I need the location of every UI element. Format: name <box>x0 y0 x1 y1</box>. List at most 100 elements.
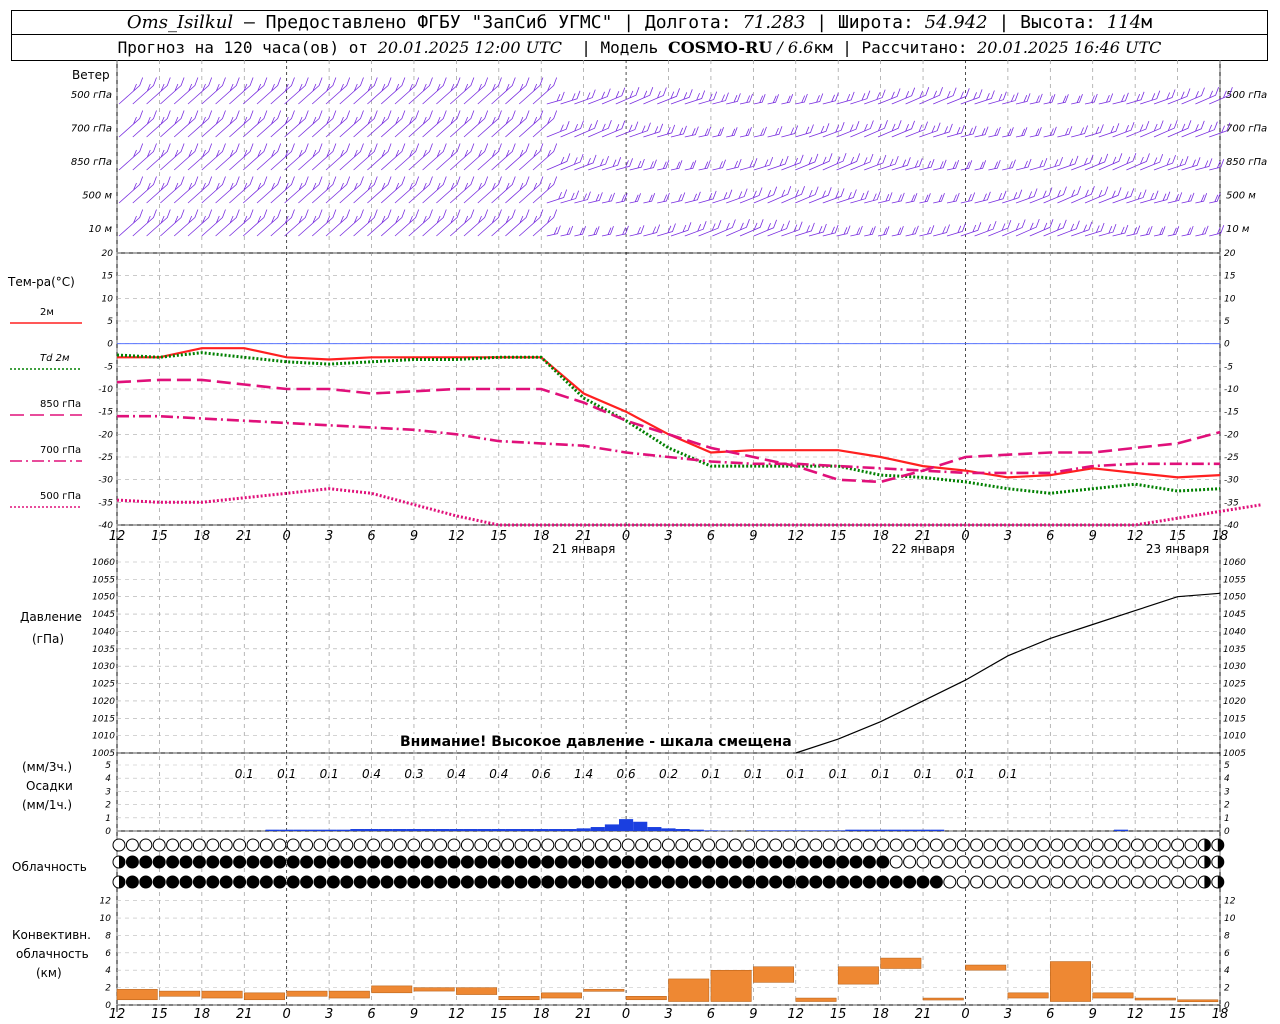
date-label: 22 января <box>891 542 954 556</box>
conv-bar <box>965 964 1007 971</box>
conv-bar <box>498 996 540 1001</box>
cloud-symbol-mid <box>501 855 515 869</box>
wind-barb <box>160 143 185 171</box>
cloud-symbol-low <box>661 875 675 889</box>
wind-barb <box>463 77 489 105</box>
wind-barb <box>1002 159 1016 171</box>
precip-tick-right: 1 <box>1224 814 1230 824</box>
station-header: Oms_Isilkul – Предоставлено ФГБУ "ЗапСиб… <box>11 10 1268 35</box>
time-tick: 21 <box>915 529 932 544</box>
cloud-symbol-mid <box>460 855 474 869</box>
wind-barb <box>726 127 738 138</box>
time-tick: 6 <box>1046 529 1054 544</box>
cloud-symbol-low <box>929 875 943 889</box>
wind-barb <box>298 110 323 138</box>
cloud-symbol-mid <box>259 855 273 869</box>
pressure-tick-left: 1015 <box>92 714 115 724</box>
precip-bar <box>265 829 280 831</box>
wind-barb <box>408 77 433 105</box>
wind-barb <box>657 88 680 105</box>
cloud-symbol-low <box>715 875 729 889</box>
cloud-symbol-high <box>688 838 702 852</box>
cloud-symbol-mid <box>420 855 434 869</box>
wind-barb <box>1153 191 1171 204</box>
wind-barb <box>477 110 502 138</box>
wind-barb <box>367 77 392 105</box>
series-line-2 <box>116 378 1221 484</box>
time-tick: 18 <box>1212 529 1229 544</box>
wind-barb <box>1015 158 1032 171</box>
time-tick-bottom: 15 <box>491 1007 508 1022</box>
wind-barb <box>270 143 295 171</box>
wind-barb <box>394 209 420 237</box>
wind-level-left: 10 м <box>89 224 113 235</box>
conv-bar <box>1050 961 1091 1002</box>
conv-bar <box>371 985 413 994</box>
wind-barb <box>380 209 406 237</box>
wind-level-right: 500 м <box>1226 191 1256 202</box>
wind-barb <box>436 176 461 204</box>
cloud-symbol-high <box>594 838 608 852</box>
precip-3h-value: 0.1 <box>913 767 932 781</box>
precip-bar <box>915 829 931 831</box>
wind-barb <box>201 77 226 105</box>
wind-barb <box>850 153 874 171</box>
cloud-symbol-high <box>192 838 206 852</box>
cloud-symbol-half <box>1204 876 1211 888</box>
pressure-tick-left: 1060 <box>92 558 115 568</box>
precip-3h-value: 0.1 <box>786 767 805 781</box>
precip-bar <box>378 829 393 831</box>
cloud-symbol-mid <box>769 855 783 869</box>
wind-barb <box>891 226 904 237</box>
conv-bar <box>795 997 837 1002</box>
wind-barb <box>1084 93 1098 105</box>
wind-barb <box>905 225 919 237</box>
wind-barb <box>988 126 1001 138</box>
wind-barb <box>781 221 803 237</box>
wind-barb <box>187 209 213 237</box>
cloud-symbol-high <box>179 838 193 852</box>
precip-bar <box>1113 829 1129 831</box>
cloud-symbol-high <box>769 838 783 852</box>
wind-barb <box>1057 186 1081 204</box>
precip-bar <box>336 829 351 831</box>
precip-bar <box>562 829 577 831</box>
wind-barb <box>505 110 530 138</box>
wind-barb <box>739 93 753 105</box>
wind-barb <box>670 89 693 105</box>
series-line-1 <box>116 351 1221 495</box>
cloud-symbol-mid <box>1090 855 1104 869</box>
temp-tick-right: -5 <box>1224 362 1233 372</box>
conv-tick-right: 12 <box>1224 897 1236 907</box>
wind-barb <box>146 143 171 171</box>
wind-barb <box>311 143 337 171</box>
wind-barb <box>339 143 364 171</box>
wind-barb <box>256 209 282 237</box>
precip-bar <box>590 827 605 831</box>
cloud-symbol-mid <box>206 855 220 869</box>
wind-barb <box>146 176 171 204</box>
conv-bar <box>1134 997 1176 1001</box>
cloud-symbol-high <box>648 838 662 852</box>
temp-tick-right: -15 <box>1224 408 1239 418</box>
wind-barb <box>684 160 697 171</box>
conv-bar <box>116 989 158 1001</box>
wind-barb <box>781 186 805 204</box>
wind-barb <box>1057 94 1069 105</box>
wind-barb <box>753 156 774 171</box>
wind-barb <box>974 160 987 171</box>
wind-barb <box>1140 190 1159 204</box>
time-tick: 21 <box>575 529 592 544</box>
cloud-symbol-high <box>1090 838 1104 852</box>
wind-barb <box>353 110 378 138</box>
wind-barb <box>505 143 530 171</box>
wind-barb <box>422 176 447 204</box>
cloud-symbol-low <box>273 875 287 889</box>
wind-barb <box>781 94 794 105</box>
cloud-symbol-high <box>929 838 943 852</box>
cloud-symbol-high <box>661 838 675 852</box>
cloud-symbol-half <box>1217 856 1224 868</box>
cloud-symbol-low <box>139 875 153 889</box>
wind-barb <box>643 224 661 237</box>
wind-barb <box>574 89 596 105</box>
